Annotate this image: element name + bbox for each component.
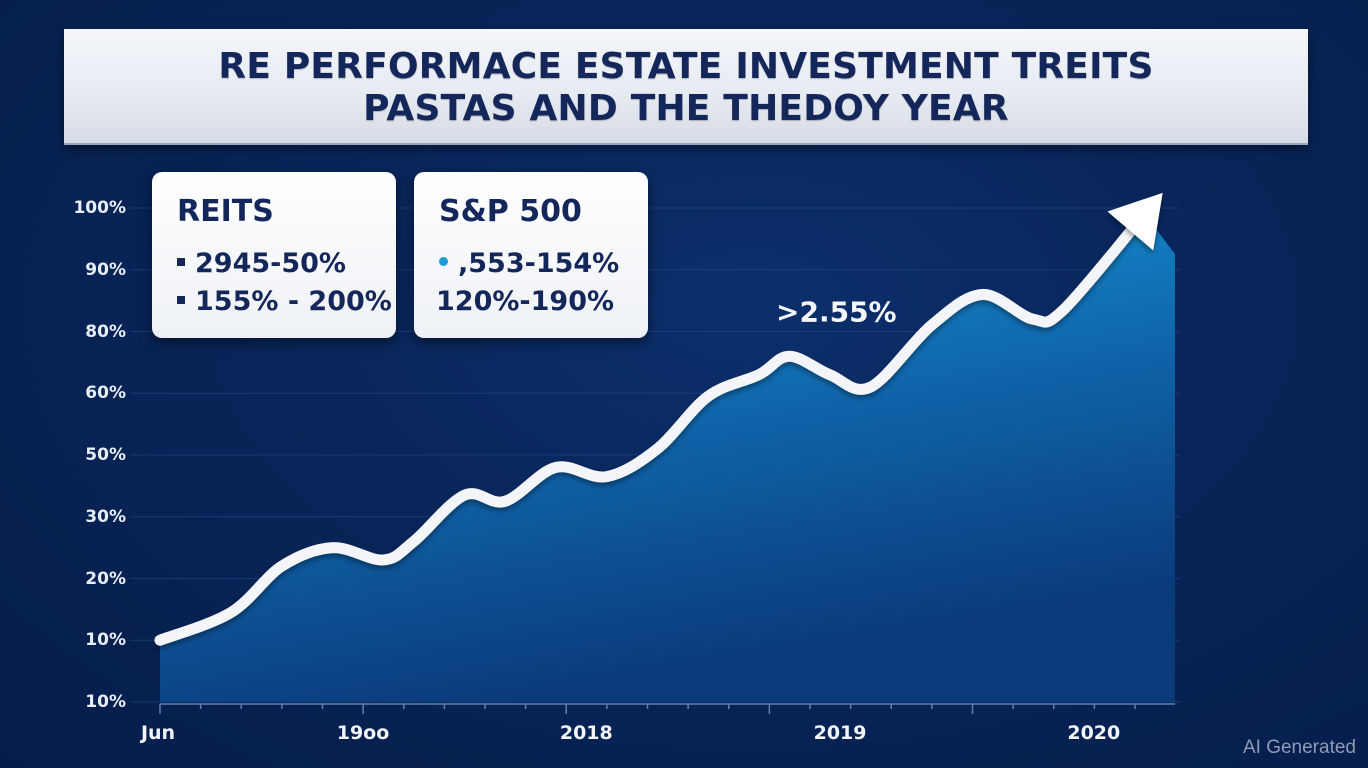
legend-row: ,553-154%	[439, 248, 619, 279]
x-axis-tick-marks	[159, 703, 1175, 714]
legend-title-reits: REITS	[177, 194, 274, 229]
legend-row: 155% - 200%	[177, 286, 392, 317]
square-marker-icon	[177, 257, 185, 266]
chart-title-line-1: RE PERFORMACE ESTATE INVESTMENT TREITS	[218, 46, 1154, 87]
title-banner: RE PERFORMACE ESTATE INVESTMENT TREITS P…	[64, 29, 1308, 145]
y-tick-label: 80%	[85, 321, 126, 342]
y-tick-label: 90%	[85, 259, 126, 280]
square-marker-icon	[177, 295, 185, 304]
data-point	[382, 559, 384, 561]
y-tick-label: 50%	[85, 445, 126, 465]
data-point	[606, 476, 608, 478]
data-point	[707, 395, 709, 397]
x-tick-label: 2019	[813, 722, 867, 744]
y-tick-label: 10%	[85, 692, 126, 712]
x-tick-label: 2018	[559, 722, 613, 744]
legend-row: 120%-190%	[436, 286, 614, 317]
data-point	[504, 500, 506, 502]
series-line	[154, 208, 1151, 646]
data-point	[1062, 309, 1064, 311]
annotation-label: >2.55%	[776, 295, 897, 329]
data-point	[332, 547, 334, 549]
data-point	[159, 639, 161, 641]
y-tick-label: 100%	[73, 198, 126, 218]
data-point	[930, 324, 932, 326]
dot-marker-icon	[439, 257, 448, 266]
arrow-head-icon	[1107, 192, 1163, 251]
legend-row-text: 155% - 200%	[195, 286, 392, 317]
y-tick-label: 10%	[85, 630, 126, 651]
watermark: AI Generated	[1242, 737, 1356, 758]
legend-row-text: 2945-50%	[195, 248, 346, 279]
legend-card-reits: REITS 2945-50% 155% - 200%	[152, 172, 396, 338]
data-point	[1144, 213, 1146, 215]
y-tick-label: 30%	[85, 506, 126, 527]
legend-row-text: ,553-154%	[458, 248, 620, 279]
data-point	[281, 565, 283, 567]
data-point	[464, 494, 466, 496]
data-point	[413, 540, 415, 542]
legend-row: 2945-50%	[177, 248, 346, 279]
data-point	[230, 611, 232, 613]
x-tick-label: 2020	[1067, 722, 1121, 744]
data-point	[758, 374, 760, 376]
data-point	[829, 374, 831, 376]
data-point	[656, 448, 658, 450]
legend-row-text: 120%-190%	[436, 286, 615, 317]
data-point	[981, 293, 983, 295]
x-tick-label: 19oo	[336, 722, 390, 744]
legend-title-sp500: S&P 500	[439, 194, 582, 229]
y-tick-label: 60%	[85, 383, 126, 404]
data-point	[870, 386, 872, 388]
data-point	[1032, 318, 1034, 320]
x-tick-label: Jun	[140, 722, 176, 744]
data-point	[788, 355, 790, 357]
chart-title-line-2: PASTAS AND THE THEDOY YEAR	[363, 88, 1009, 129]
legend-card-sp500: S&P 500 ,553-154% 120%-190%	[414, 172, 648, 338]
y-tick-label: 20%	[85, 568, 126, 589]
data-point	[555, 466, 557, 468]
